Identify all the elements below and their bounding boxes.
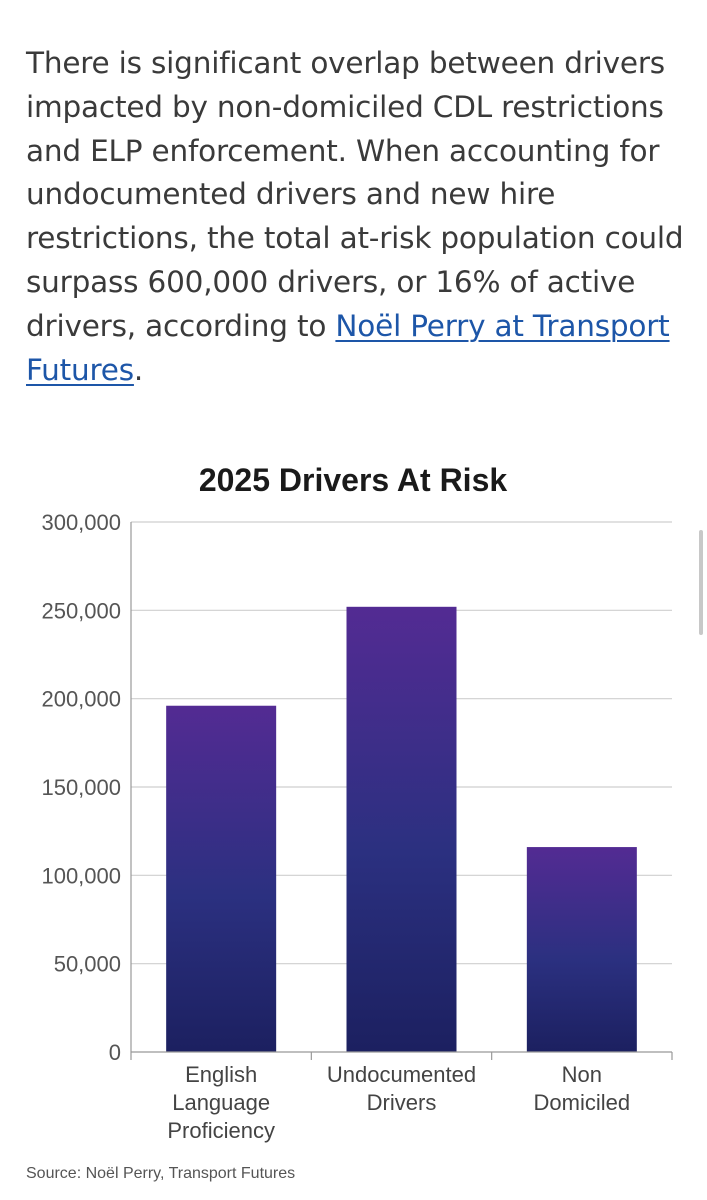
chart-source: Source: Noël Perry, Transport Futures: [26, 1165, 296, 1182]
bar: [526, 847, 637, 1052]
y-tick-label: 300,000: [41, 510, 121, 535]
x-category-label: Language: [172, 1090, 270, 1115]
x-category-label: Undocumented: [327, 1062, 476, 1087]
x-axis-labels: English Language Proficiency Undocumented Dr…: [167, 1062, 630, 1143]
chart-title: 2025 Drivers At Risk: [199, 462, 508, 498]
source-link[interactable]: Noël Perry at Transport Futures: [26, 308, 670, 387]
y-tick-label: 50,000: [54, 952, 121, 977]
axes: [130, 522, 673, 1060]
y-axis-ticks: 0 50,000 100,000 150,000 200,000 250,000 300,0…: [41, 510, 121, 1065]
article-text-before-link: There is significant overlap between dri…: [26, 46, 684, 343]
x-category-label: English: [185, 1062, 257, 1087]
x-category-label: Non: [562, 1062, 602, 1087]
bar-chart: 2025 Drivers At Risk 0 50,000 100,000 150,0…: [41, 462, 673, 1143]
x-category-label: Domiciled: [534, 1090, 631, 1115]
article-paragraph: There is significant overlap between dri…: [26, 42, 691, 392]
y-tick-label: 200,000: [41, 687, 121, 712]
bar: [166, 705, 277, 1052]
bar: [346, 606, 457, 1052]
y-tick-label: 150,000: [41, 775, 121, 800]
x-category-label: Proficiency: [167, 1118, 275, 1143]
y-tick-label: 100,000: [41, 863, 121, 888]
y-tick-label: 0: [109, 1040, 121, 1065]
bars: [166, 606, 637, 1052]
x-category-label: Drivers: [367, 1090, 437, 1115]
y-tick-label: 250,000: [41, 598, 121, 623]
scrollbar-thumb[interactable]: [699, 530, 703, 635]
article-text-after-link: .: [133, 352, 144, 387]
